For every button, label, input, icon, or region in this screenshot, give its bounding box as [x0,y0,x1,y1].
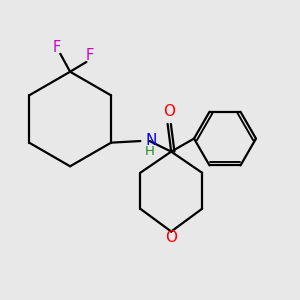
Text: N: N [145,133,157,148]
Text: O: O [165,230,177,245]
Text: H: H [145,145,155,158]
Text: O: O [164,104,175,119]
Text: F: F [53,40,61,55]
Text: F: F [85,48,94,63]
